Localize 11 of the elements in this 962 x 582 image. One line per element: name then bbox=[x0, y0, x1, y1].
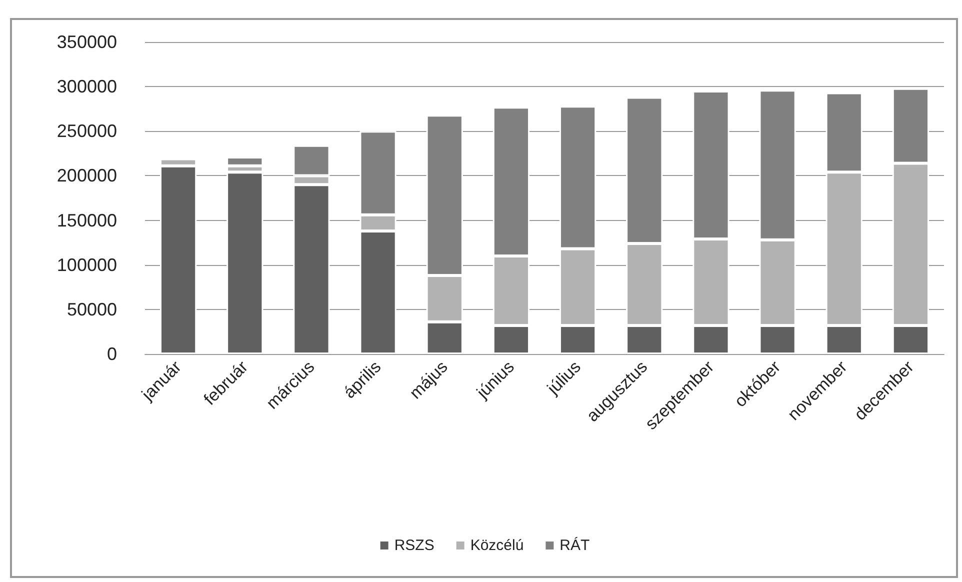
y-tick-label: 250000 bbox=[56, 121, 117, 142]
y-tick-label: 0 bbox=[106, 344, 117, 364]
y-tick-label: 150000 bbox=[56, 210, 117, 230]
legend-label: RÁT bbox=[560, 536, 590, 554]
y-tick-label: 350000 bbox=[56, 32, 117, 52]
y-tick-label: 200000 bbox=[56, 166, 117, 186]
y-tick-label: 300000 bbox=[56, 76, 117, 97]
legend-label: Közcélú bbox=[470, 537, 524, 554]
y-tick-label: 50000 bbox=[66, 299, 117, 320]
legend-label: RSZS bbox=[394, 537, 434, 554]
y-tick-label: 100000 bbox=[56, 254, 117, 275]
